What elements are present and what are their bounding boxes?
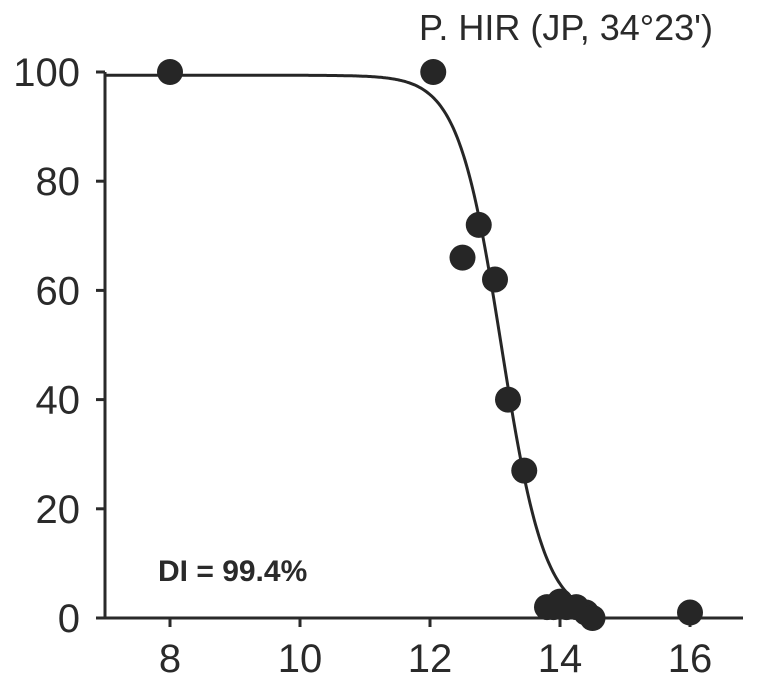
- di-annotation: DI = 99.4%: [158, 555, 307, 588]
- x-tick-label: 14: [538, 637, 583, 679]
- y-tick-label: 40: [36, 379, 81, 423]
- data-point: [449, 244, 476, 271]
- axes: [103, 72, 743, 620]
- y-tick-label: 100: [13, 51, 80, 95]
- data-point: [511, 457, 538, 484]
- data-point: [157, 59, 183, 85]
- y-tick-label: 0: [58, 597, 80, 641]
- x-tick-label: 16: [668, 637, 713, 679]
- data-point: [482, 266, 508, 293]
- data-point: [420, 59, 447, 85]
- data-point: [495, 386, 521, 413]
- chart-title: P. HIR (JP, 34°23'): [419, 7, 713, 48]
- fit-curve: [105, 73, 568, 594]
- data-points: [157, 59, 703, 631]
- y-tick-label: 60: [36, 269, 81, 313]
- data-point: [677, 599, 703, 626]
- data-point: [465, 211, 492, 238]
- data-point: [579, 605, 606, 631]
- y-ticks: 0 20 40 60 80 100: [13, 51, 105, 641]
- x-ticks: 8 10 12 14 16: [159, 618, 712, 679]
- y-tick-label: 20: [36, 488, 81, 532]
- x-tick-label: 10: [278, 637, 323, 679]
- x-tick-label: 12: [408, 637, 453, 679]
- x-tick-label: 8: [159, 637, 181, 679]
- y-tick-label: 80: [36, 160, 81, 204]
